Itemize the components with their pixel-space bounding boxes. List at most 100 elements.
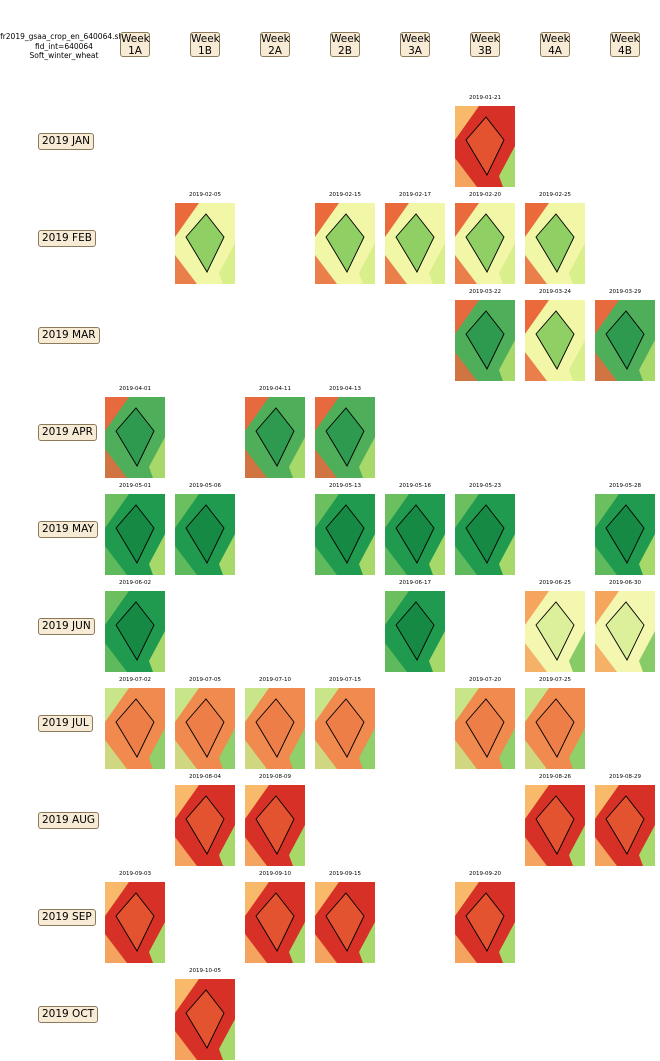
tile-date-label: 2019-05-28 (595, 483, 655, 489)
tile-date-label: 2019-10-05 (175, 968, 235, 974)
ndvi-image (525, 785, 585, 866)
month-label-jun: 2019 JUN (38, 618, 95, 635)
tile-date-label: 2019-07-25 (525, 677, 585, 683)
week-header-code: 2B (331, 46, 359, 58)
figure-title: fr2019_gsaa_crop_en_640064.shp fid_int=6… (0, 32, 128, 61)
month-label-may: 2019 MAY (38, 521, 98, 538)
satellite-tile[interactable]: 2019-08-29 (595, 774, 655, 866)
satellite-tile[interactable]: 2019-08-04 (175, 774, 235, 866)
tile-date-label: 2019-04-11 (245, 386, 305, 392)
satellite-tile[interactable]: 2019-09-15 (315, 871, 375, 963)
week-header-code: 4B (611, 46, 639, 58)
satellite-tile[interactable]: 2019-04-13 (315, 386, 375, 478)
week-header-word: Week (121, 34, 149, 46)
satellite-tile[interactable]: 2019-05-28 (595, 483, 655, 575)
month-label-apr: 2019 APR (38, 424, 97, 441)
satellite-tile[interactable]: 2019-05-23 (455, 483, 515, 575)
ndvi-image (315, 494, 375, 575)
week-header-2b: Week 2B (330, 32, 360, 57)
tile-date-label: 2019-09-03 (105, 871, 165, 877)
week-header-4b: Week 4B (610, 32, 640, 57)
month-label-feb: 2019 FEB (38, 230, 96, 247)
tile-date-label: 2019-05-06 (175, 483, 235, 489)
satellite-tile[interactable]: 2019-03-24 (525, 289, 585, 381)
satellite-tile[interactable]: 2019-06-25 (525, 580, 585, 672)
satellite-tile[interactable]: 2019-10-05 (175, 968, 235, 1060)
tile-date-label: 2019-02-20 (455, 192, 515, 198)
satellite-tile[interactable]: 2019-06-30 (595, 580, 655, 672)
month-label-jan: 2019 JAN (38, 133, 94, 150)
week-header-code: 4A (541, 46, 569, 58)
tile-date-label: 2019-05-01 (105, 483, 165, 489)
satellite-tile[interactable]: 2019-04-01 (105, 386, 165, 478)
tile-date-label: 2019-09-15 (315, 871, 375, 877)
tile-date-label: 2019-06-17 (385, 580, 445, 586)
ndvi-image (455, 882, 515, 963)
week-header-4a: Week 4A (540, 32, 570, 57)
figure-title-filename: fr2019_gsaa_crop_en_640064.shp (0, 32, 128, 42)
satellite-tile[interactable]: 2019-09-10 (245, 871, 305, 963)
week-header-code: 1B (191, 46, 219, 58)
tile-date-label: 2019-06-30 (595, 580, 655, 586)
tile-date-label: 2019-05-23 (455, 483, 515, 489)
satellite-tile[interactable]: 2019-02-15 (315, 192, 375, 284)
satellite-tile[interactable]: 2019-05-06 (175, 483, 235, 575)
week-header-1b: Week 1B (190, 32, 220, 57)
tile-date-label: 2019-07-15 (315, 677, 375, 683)
satellite-tile[interactable]: 2019-07-20 (455, 677, 515, 769)
ndvi-image (315, 688, 375, 769)
tile-date-label: 2019-03-22 (455, 289, 515, 295)
ndvi-image (595, 785, 655, 866)
satellite-tile[interactable]: 2019-07-10 (245, 677, 305, 769)
satellite-tile[interactable]: 2019-01-21 (455, 95, 515, 187)
week-header-3a: Week 3A (400, 32, 430, 57)
satellite-tile[interactable]: 2019-05-13 (315, 483, 375, 575)
satellite-tile[interactable]: 2019-02-17 (385, 192, 445, 284)
satellite-tile[interactable]: 2019-07-25 (525, 677, 585, 769)
ndvi-image (595, 494, 655, 575)
tile-date-label: 2019-08-26 (525, 774, 585, 780)
ndvi-image (315, 397, 375, 478)
tile-date-label: 2019-04-01 (105, 386, 165, 392)
satellite-tile[interactable]: 2019-03-22 (455, 289, 515, 381)
satellite-tile[interactable]: 2019-07-05 (175, 677, 235, 769)
month-label-mar: 2019 MAR (38, 327, 100, 344)
week-header-2a: Week 2A (260, 32, 290, 57)
satellite-tile[interactable]: 2019-08-09 (245, 774, 305, 866)
ndvi-image (175, 688, 235, 769)
tile-date-label: 2019-06-25 (525, 580, 585, 586)
satellite-tile[interactable]: 2019-08-26 (525, 774, 585, 866)
ndvi-image (175, 203, 235, 284)
satellite-tile[interactable]: 2019-06-02 (105, 580, 165, 672)
ndvi-image (175, 494, 235, 575)
satellite-tile[interactable]: 2019-06-17 (385, 580, 445, 672)
week-header-code: 3A (401, 46, 429, 58)
tile-date-label: 2019-08-09 (245, 774, 305, 780)
satellite-tile[interactable]: 2019-02-25 (525, 192, 585, 284)
ndvi-image (175, 979, 235, 1060)
tile-date-label: 2019-07-02 (105, 677, 165, 683)
tile-date-label: 2019-05-16 (385, 483, 445, 489)
ndvi-image (525, 688, 585, 769)
ndvi-image (455, 300, 515, 381)
tile-date-label: 2019-08-29 (595, 774, 655, 780)
week-header-code: 3B (471, 46, 499, 58)
satellite-tile[interactable]: 2019-09-03 (105, 871, 165, 963)
satellite-tile[interactable]: 2019-07-02 (105, 677, 165, 769)
satellite-tile[interactable]: 2019-02-20 (455, 192, 515, 284)
satellite-tile[interactable]: 2019-07-15 (315, 677, 375, 769)
satellite-tile[interactable]: 2019-04-11 (245, 386, 305, 478)
month-label-oct: 2019 OCT (38, 1006, 98, 1023)
satellite-tile[interactable]: 2019-09-20 (455, 871, 515, 963)
month-label-sep: 2019 SEP (38, 909, 96, 926)
ndvi-image (455, 106, 515, 187)
satellite-tile[interactable]: 2019-05-01 (105, 483, 165, 575)
satellite-tile[interactable]: 2019-03-29 (595, 289, 655, 381)
satellite-tile[interactable]: 2019-05-16 (385, 483, 445, 575)
ndvi-image (105, 591, 165, 672)
ndvi-image (245, 688, 305, 769)
tile-date-label: 2019-06-02 (105, 580, 165, 586)
week-header-word: Week (541, 34, 569, 46)
figure-title-crop: Soft_winter_wheat (0, 51, 128, 61)
satellite-tile[interactable]: 2019-02-05 (175, 192, 235, 284)
